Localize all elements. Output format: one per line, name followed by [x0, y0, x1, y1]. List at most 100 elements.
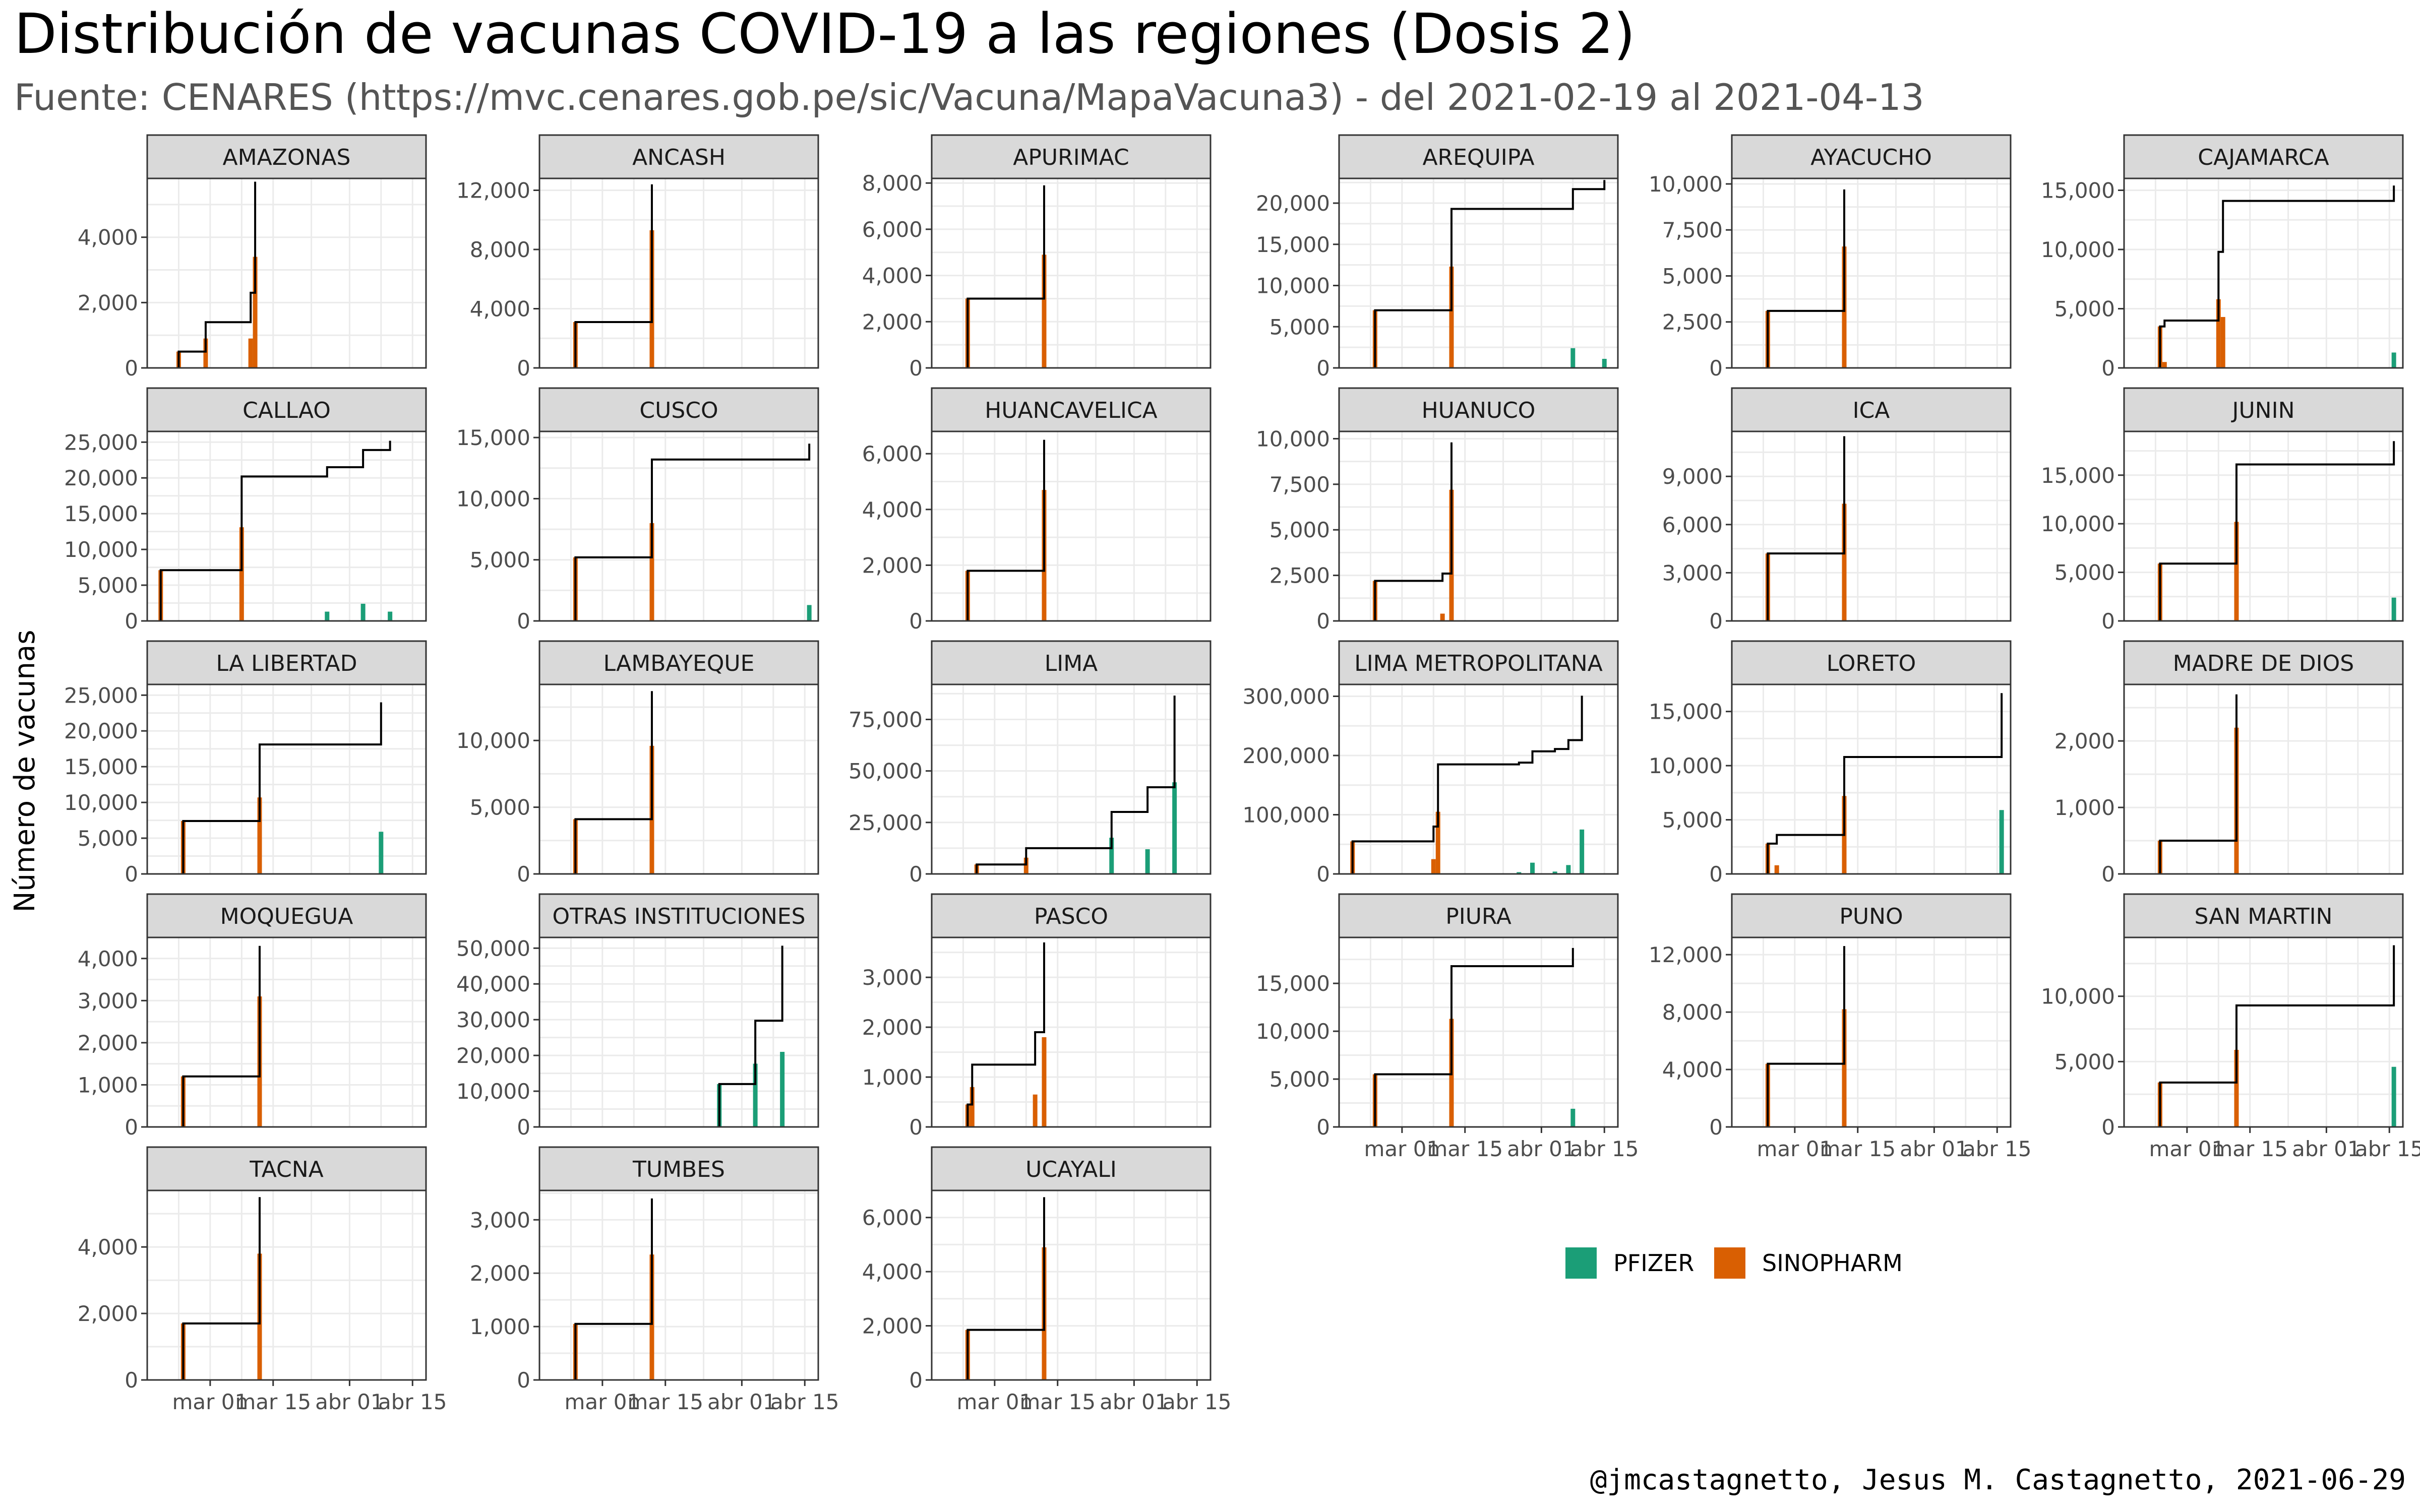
y-tick-label: 2,000 — [2054, 729, 2115, 753]
y-tick-label: 0 — [125, 609, 138, 634]
y-tick-label: 25,000 — [849, 810, 923, 835]
panel-strip — [931, 1146, 1212, 1191]
x-tick-label: mar 15 — [1820, 1137, 1896, 1161]
panel-background — [2124, 937, 2403, 1127]
panel-strip — [146, 387, 427, 432]
panel-border — [1731, 177, 2012, 369]
panel-loreto: LORETO 0 5,000 10,000 15,000 — [1649, 640, 2012, 887]
y-tick-label: 3,000 — [1662, 560, 1723, 585]
panel-border — [2123, 430, 2404, 622]
panel-title: CAJAMARCA — [2198, 145, 2329, 170]
panel-ica: ICA 0 3,000 6,000 9,000 — [1662, 387, 2012, 634]
panel-border — [931, 1189, 1212, 1381]
panel-background — [539, 937, 818, 1127]
panel-madre-de-dios: MADRE DE DIOS 0 1,000 2,000 — [2054, 640, 2404, 887]
panel-border — [2123, 936, 2404, 1128]
y-tick-label: 4,000 — [862, 264, 923, 288]
y-tick-label: 5,000 — [2054, 1049, 2115, 1074]
y-tick-label: 5,000 — [1662, 808, 1723, 833]
y-tick-label: 2,000 — [862, 553, 923, 578]
y-tick-label: 9,000 — [1662, 464, 1723, 489]
bar-sinopharm — [2220, 317, 2225, 368]
y-tick-label: 0 — [909, 862, 923, 887]
bar-sinopharm — [1842, 1009, 1847, 1127]
y-tick-label: 1,000 — [2054, 795, 2115, 820]
panel-border — [1731, 683, 2012, 875]
y-tick-label: 20,000 — [64, 466, 138, 490]
x-tick-label: mar 01 — [565, 1390, 641, 1414]
x-tick-label: abr 15 — [1570, 1137, 1639, 1161]
legend-swatch-pfizer — [1565, 1247, 1597, 1279]
y-tick-label: 4,000 — [470, 297, 530, 322]
panel-background — [147, 431, 426, 621]
panel-junin: JUNIN 0 5,000 10,000 15,000 — [2041, 387, 2404, 634]
y-tick-label: 2,000 — [78, 1301, 138, 1326]
panel-title: AMAZONAS — [223, 145, 351, 170]
x-tick-label: mar 15 — [1019, 1390, 1096, 1414]
panel-strip — [931, 134, 1212, 179]
y-tick-label: 100,000 — [1242, 803, 1330, 828]
x-tick-label: mar 01 — [1757, 1137, 1833, 1161]
panel-lima-metropolitana: LIMA METROPOLITANA 0 100,000 200,000 300,000 — [1242, 640, 1619, 887]
bar-pfizer — [1570, 348, 1576, 368]
y-tick-label: 12,000 — [456, 178, 530, 203]
chart-subtitle: Fuente: CENARES (https://mvc.cenares.gob… — [14, 76, 1924, 118]
y-tick-label: 12,000 — [1649, 942, 1723, 967]
panel-background — [539, 431, 818, 621]
y-tick-label: 0 — [1709, 356, 1723, 381]
x-tick-label: abr 01 — [315, 1390, 384, 1414]
panel-border — [146, 936, 427, 1128]
y-tick-label: 2,500 — [1662, 310, 1723, 335]
panel-border — [1338, 936, 1619, 1128]
y-tick-label: 2,000 — [862, 1314, 923, 1339]
panel-huancavelica: HUANCAVELICA 0 2,000 4,000 6,000 — [862, 387, 1212, 634]
y-tick-label: 0 — [1709, 609, 1723, 634]
panel-strip — [1338, 387, 1619, 432]
panel-arequipa: AREQUIPA 0 5,000 10,000 15,000 20,000 — [1256, 134, 1619, 381]
panel-background — [2124, 684, 2403, 874]
bar-pfizer — [807, 605, 812, 621]
y-tick-label: 0 — [125, 1115, 138, 1140]
cumulative-line — [1767, 946, 1845, 1127]
cumulative-line — [2159, 185, 2395, 368]
y-tick-label: 25,000 — [64, 430, 138, 455]
panel-title: LA LIBERTAD — [216, 651, 357, 676]
panel-border — [1338, 430, 1619, 622]
panel-border — [146, 430, 427, 622]
panel-title: PIURA — [1445, 904, 1511, 929]
bar-sinopharm — [1440, 613, 1445, 621]
panel-background — [1339, 937, 1618, 1127]
panel-border — [2123, 177, 2404, 369]
panel-lima: LIMA 0 25,000 50,000 75,000 — [849, 640, 1212, 887]
bar-pfizer — [1172, 782, 1177, 874]
y-tick-label: 0 — [909, 1368, 923, 1393]
panel-title: HUANUCO — [1422, 398, 1536, 423]
y-tick-label: 5,000 — [2054, 297, 2115, 322]
y-tick-label: 50,000 — [849, 759, 923, 784]
panel-pasco: PASCO 0 1,000 2,000 3,000 — [862, 893, 1212, 1140]
x-tick-label: abr 15 — [1963, 1137, 2031, 1161]
x-tick-label: mar 15 — [235, 1390, 311, 1414]
y-tick-label: 0 — [517, 1115, 530, 1140]
bar-pfizer — [388, 611, 393, 621]
y-tick-label: 8,000 — [1662, 1000, 1723, 1025]
cumulative-line — [574, 184, 653, 368]
y-tick-label: 2,000 — [78, 1031, 138, 1055]
y-tick-label: 5,000 — [470, 548, 530, 573]
x-tick-label: abr 15 — [378, 1390, 447, 1414]
panel-border — [2123, 683, 2404, 875]
y-tick-label: 15,000 — [2041, 463, 2115, 488]
bar-pfizer — [1602, 359, 1607, 368]
y-tick-label: 7,500 — [1662, 218, 1723, 242]
bar-pfizer — [1145, 849, 1150, 874]
chart-title: Distribución de vacunas COVID-19 a las r… — [14, 2, 1636, 66]
bar-sinopharm — [1033, 1094, 1038, 1127]
panel-strip — [1338, 640, 1619, 685]
bar-pfizer — [360, 603, 366, 621]
cumulative-line — [574, 691, 653, 874]
panel-strip — [146, 640, 427, 685]
cumulative-line — [182, 702, 382, 874]
panel-border — [931, 683, 1212, 875]
panel-otras-instituciones: OTRAS INSTITUCIONES 0 10,000 20,000 30,000 40… — [456, 893, 819, 1140]
